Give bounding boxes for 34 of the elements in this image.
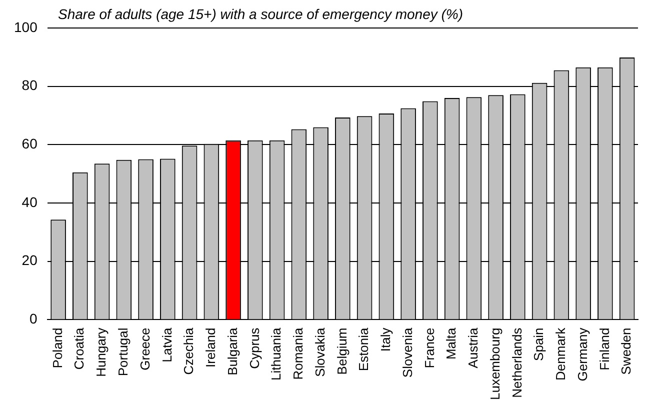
- chart-title: Share of adults (age 15+) with a source of emergency money (%): [58, 6, 464, 22]
- x-tick-label: Hungary: [94, 327, 109, 377]
- x-tick-label: Romania: [290, 326, 306, 380]
- x-tick-label: Bulgaria: [224, 326, 240, 376]
- x-tick-label: Cyprus: [246, 327, 262, 369]
- x-tick-label: Italy: [378, 327, 394, 352]
- y-tick-label: 20: [22, 252, 38, 268]
- x-tick-label: Finland: [596, 328, 612, 370]
- x-tick-label: Spain: [531, 328, 546, 361]
- x-tick-label: Ireland: [203, 328, 218, 368]
- y-tick-label: 40: [22, 194, 38, 210]
- y-tick-label: 100: [14, 18, 38, 35]
- x-tick-label: Greece: [137, 328, 152, 370]
- y-tick-label: 60: [22, 136, 38, 152]
- x-tick-label: Estonia: [356, 326, 372, 372]
- x-tick-label: Poland: [50, 328, 65, 368]
- y-tick-label: 80: [22, 77, 38, 94]
- x-tick-label: Denmark: [553, 327, 568, 380]
- x-tick-label: Lithuania: [268, 326, 284, 381]
- x-tick-label: Austria: [466, 326, 481, 368]
- y-tick-label: 0: [30, 310, 38, 327]
- x-tick-label: Germany: [574, 327, 590, 382]
- x-tick-label: Netherlands: [509, 327, 524, 398]
- x-tick-label: France: [422, 328, 437, 368]
- x-tick-label: Portugal: [116, 328, 130, 376]
- x-tick-label: Sweden: [618, 328, 634, 375]
- x-tick-label: Latvia: [159, 326, 174, 362]
- x-tick-label: Croatia: [72, 326, 87, 370]
- x-tick-label: Slovakia: [312, 326, 328, 377]
- x-tick-label: Luxembourg: [487, 328, 502, 400]
- x-tick-label: Belgium: [334, 328, 350, 375]
- x-tick-label: Slovenia: [400, 326, 415, 378]
- x-tick-label: Malta: [444, 326, 459, 360]
- x-tick-label: Czechia: [181, 326, 196, 375]
